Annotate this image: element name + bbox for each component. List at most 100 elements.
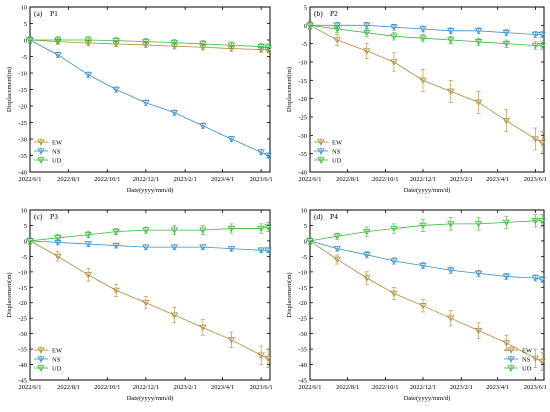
legend-label: NS [522,357,531,364]
y-tick-label: 5 [304,5,307,12]
data-point [333,245,341,253]
data-point [54,253,62,260]
series-line [29,240,269,359]
y-tick-label: 0 [304,23,307,30]
x-tick-label: 2022/12/1 [133,384,159,391]
x-tick-label: 2022/10/1 [372,176,398,183]
series-line [29,39,269,51]
legend-marker [37,148,45,155]
legend-entry: EW [34,138,63,147]
data-point [474,270,483,277]
x-tick-label: 2022/10/1 [94,384,120,391]
data-point [447,28,455,35]
data-point [257,149,265,156]
y-tick-label: -30 [18,331,27,338]
legend-entry: UD [314,156,342,165]
legend-label: UD [522,366,532,373]
data-point [170,39,179,47]
data-point [531,218,540,225]
x-tick-label: 2022/8/1 [57,384,80,391]
y-tick-label: -20 [18,300,27,307]
y-tick-label: -15 [298,78,307,85]
data-point [447,88,455,95]
series-line [29,226,269,242]
x-tick-label: 2022/6/1 [18,176,41,183]
y-tick-label: -15 [298,285,307,292]
legend-entry: EW [34,346,63,355]
data-point [390,59,398,66]
legend-label: NS [52,149,61,156]
series-line [309,24,543,144]
data-point [419,26,427,33]
y-tick-label: -35 [18,347,27,354]
plot-frame [309,6,545,173]
series-line [30,39,269,48]
data-point [170,109,179,117]
x-tick-label: 2023/4/1 [211,384,234,391]
legend-entry: UD [34,156,62,165]
data-point [199,244,207,251]
series-line [29,39,269,156]
y-tick-label: -25 [18,316,27,323]
legend-label: EW [52,348,63,355]
y-tick-label: -30 [298,133,307,140]
legend-marker [507,347,515,354]
y-tick-label: -25 [298,316,307,323]
data-point [538,218,546,225]
x-tick-label: 2022/10/1 [372,384,398,391]
y-tick-label: -40 [298,170,307,177]
y-tick-label: -5 [302,254,307,261]
panel-tag: (c) [34,212,43,221]
data-point [447,267,455,274]
data-point [112,228,120,236]
data-point [419,303,427,310]
data-point [531,355,540,362]
data-point [390,33,398,40]
legend-label: EW [52,140,63,147]
x-tick-label: 2022/8/1 [336,176,359,183]
data-point [54,52,62,59]
y-tick-label: -10 [18,71,27,78]
legend-entry: UD [504,364,532,373]
data-point [142,39,150,46]
x-tick-label: 2023/2/1 [174,384,197,391]
data-point [502,41,511,48]
x-tick-label: 2022/6/1 [298,176,321,183]
series-line [309,240,543,362]
data-point [112,86,120,93]
x-axis-label: Date(yyyy/mm/d) [127,187,174,194]
data-point [502,118,511,125]
x-tick-label: 2022/6/1 [298,384,321,391]
data-point [333,256,341,263]
data-point [333,26,341,33]
data-point [112,242,120,250]
x-tick-label: 2023/6/1 [524,384,547,391]
y-tick-label: -40 [18,170,27,177]
panel-title: P1 [50,9,58,18]
legend-entry: NS [314,147,341,156]
legend-marker [317,148,325,155]
data-point [419,35,427,42]
data-point [142,244,150,251]
data-point [538,42,546,49]
legend-marker [37,157,45,164]
legend-label: EW [522,348,533,355]
data-point [264,224,272,231]
x-tick-label: 2023/2/1 [450,384,473,391]
data-point [474,28,483,35]
data-point [26,238,34,245]
x-tick-label: 2022/6/1 [18,384,41,391]
data-point [531,275,540,282]
y-tick-label: -35 [298,151,307,158]
y-axis-label: Displacement(m) [286,272,293,317]
y-tick-label: 10 [21,208,28,215]
x-tick-label: 2022/12/1 [410,384,436,391]
data-point [419,77,427,84]
y-tick-label: -20 [18,104,27,111]
x-tick-label: 2023/2/1 [450,176,473,183]
plot-frame [29,209,271,381]
legend-label: EW [332,140,343,147]
legend-marker [37,365,45,372]
